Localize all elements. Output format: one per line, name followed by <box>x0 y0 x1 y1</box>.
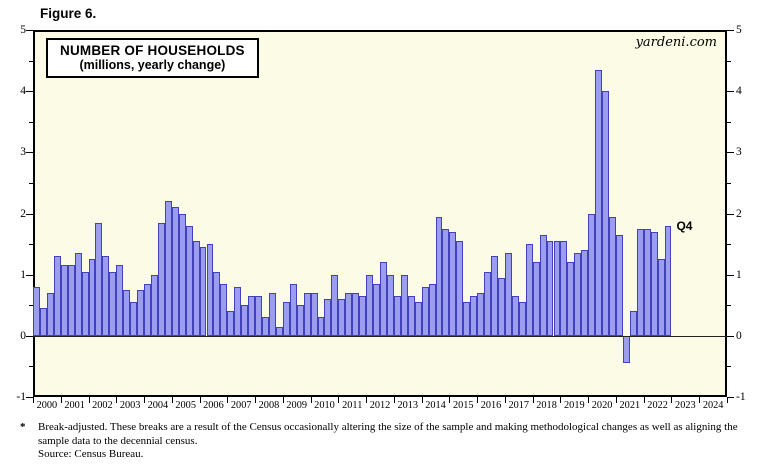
x-axis-year-label: 2011 <box>342 400 363 411</box>
x-axis-year-label: 2021 <box>619 400 641 411</box>
x-axis-year-label: 2013 <box>397 400 419 411</box>
y-axis-label-left: 5 <box>20 24 26 36</box>
x-axis-tick <box>588 397 590 403</box>
y-axis-label-right: 3 <box>736 146 742 159</box>
y-axis-tick-right <box>727 274 734 276</box>
x-axis-tick <box>366 397 368 403</box>
x-axis-year-label: 2009 <box>286 400 307 411</box>
y-axis-label-right: 2 <box>736 207 742 220</box>
y-axis-label-left: 3 <box>20 146 26 159</box>
footnote-asterisk: * <box>20 421 26 433</box>
x-axis-year-label: 2014 <box>425 400 446 411</box>
y-axis-tick-left <box>26 335 33 337</box>
y-axis-tick-right <box>727 366 731 368</box>
y-axis-tick-right <box>727 60 731 62</box>
x-axis-year-label: 2007 <box>230 400 252 411</box>
y-axis-tick-right <box>727 335 734 337</box>
x-axis-year-label: 2020 <box>591 400 613 411</box>
x-axis-tick <box>532 397 534 403</box>
y-axis-tick-left <box>26 30 33 31</box>
y-axis-tick-right <box>727 305 731 307</box>
x-axis-year-label: 2002 <box>92 400 113 411</box>
y-axis-label-right: 0 <box>736 329 742 342</box>
x-axis-tick <box>338 397 340 403</box>
x-axis-tick <box>171 397 173 403</box>
x-axis-tick <box>560 397 562 403</box>
x-axis-year-label: 2015 <box>452 400 474 411</box>
x-axis-tick <box>393 397 395 403</box>
x-axis-tick <box>310 397 312 403</box>
x-axis-tick <box>33 397 34 403</box>
y-axis-label-left: 2 <box>20 207 26 220</box>
y-axis-label-right: 5 <box>736 24 742 36</box>
chart-title-line1: NUMBER OF HOUSEHOLDS <box>60 43 245 58</box>
x-axis-year-label: 2008 <box>258 400 280 411</box>
x-axis-tick <box>199 397 201 403</box>
y-axis-tick-left <box>26 397 33 398</box>
y-axis-tick-left <box>26 213 33 215</box>
x-axis-tick <box>116 397 118 403</box>
x-axis-year-label: 2017 <box>508 400 530 411</box>
x-axis-tick <box>477 397 479 403</box>
y-axis-tick-right <box>727 30 734 31</box>
x-axis-year-label: 2012 <box>369 400 391 411</box>
x-axis-year-label: 2004 <box>147 400 169 411</box>
y-axis-tick-right <box>727 397 734 398</box>
footnote-source: Source: Census Bureau. <box>38 448 144 460</box>
y-axis-label-right: 4 <box>736 85 742 98</box>
y-axis-label-left: 0 <box>20 329 26 342</box>
watermark-yardeni: yardeni.com <box>635 35 717 50</box>
y-axis-tick-left <box>26 274 33 276</box>
chart-title-box: NUMBER OF HOUSEHOLDS (millions, yearly c… <box>46 38 259 78</box>
footnote-text: Break-adjusted. These breaks are a resul… <box>38 421 738 447</box>
x-axis-year-label: 2000 <box>36 400 58 411</box>
x-axis-year-label: 2022 <box>647 400 668 411</box>
x-axis-year-label: 2024 <box>702 400 724 411</box>
y-axis-tick-left <box>26 152 33 154</box>
x-axis-year-label: 2001 <box>64 400 85 411</box>
x-axis-tick <box>643 397 645 403</box>
x-axis-tick <box>615 397 617 403</box>
x-axis-year-label: 2010 <box>314 400 335 411</box>
x-axis-tick <box>227 397 229 403</box>
y-axis-tick-left <box>26 91 33 93</box>
x-axis-tick <box>699 397 701 403</box>
x-axis-tick <box>421 397 423 403</box>
y-axis-tick-right <box>727 182 731 184</box>
x-axis-tick <box>671 397 673 403</box>
y-axis-tick-right <box>727 121 731 123</box>
x-axis-year-label: 2016 <box>480 400 502 411</box>
x-axis-year-label: 2003 <box>119 400 141 411</box>
x-axis-tick <box>282 397 284 403</box>
y-axis-label-left: 1 <box>20 268 26 281</box>
x-axis-year-label: 2006 <box>203 400 224 411</box>
x-axis-tick <box>88 397 90 403</box>
x-axis-year-label: 2018 <box>536 400 557 411</box>
y-axis-tick-right <box>727 152 734 154</box>
y-axis-tick-right <box>727 213 734 215</box>
y-axis-tick-right <box>727 244 731 246</box>
x-axis-year-label: 2019 <box>564 400 585 411</box>
plot-area: NUMBER OF HOUSEHOLDS (millions, yearly c… <box>33 30 727 397</box>
y-axis-label-right: -1 <box>736 391 746 403</box>
x-axis-tick <box>727 397 728 403</box>
x-axis-year-label: 2023 <box>675 400 696 411</box>
x-axis-tick <box>144 397 146 403</box>
y-axis-tick-right <box>727 91 734 93</box>
y-axis-label-right: 1 <box>736 268 742 281</box>
x-axis-tick <box>255 397 257 403</box>
chart-title-line2: (millions, yearly change) <box>79 58 226 72</box>
figure-label: Figure 6. <box>40 6 97 21</box>
y-axis-label-left: 4 <box>20 85 26 98</box>
footnote: * Break-adjusted. These breaks are a res… <box>20 421 750 462</box>
x-axis-tick <box>504 397 506 403</box>
x-axis-year-label: 2005 <box>175 400 196 411</box>
y-axis-label-left: -1 <box>16 391 26 403</box>
x-axis-tick <box>60 397 62 403</box>
x-axis-tick <box>449 397 451 403</box>
